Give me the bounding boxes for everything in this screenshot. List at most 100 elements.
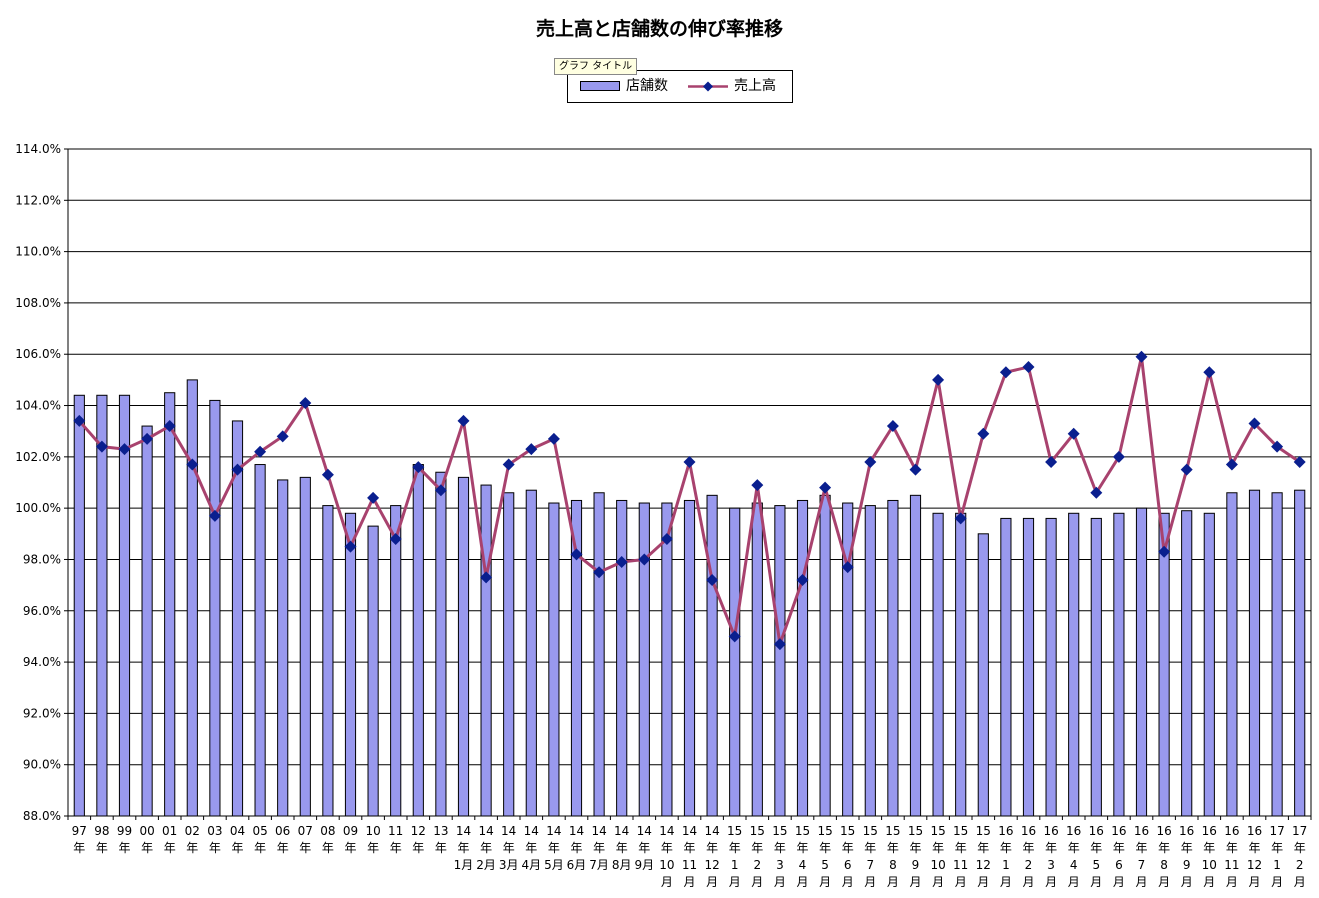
- marker-sales: [186, 458, 199, 471]
- marker-sales: [615, 556, 628, 569]
- marker-sales: [1158, 545, 1171, 558]
- bar-store-count: [796, 499, 809, 817]
- bar-store-count: [616, 499, 628, 817]
- bar-store-count: [96, 394, 108, 817]
- marker-sales: [864, 455, 877, 468]
- y-tick-label: 114.0%: [15, 142, 61, 156]
- marker-sales: [886, 420, 899, 433]
- marker-sales: [367, 491, 380, 504]
- x-tick-label: 16 年 10 月: [1202, 824, 1217, 889]
- x-tick-label: 14 年 1月: [454, 824, 474, 872]
- marker-sales: [141, 432, 154, 445]
- marker-sales: [118, 443, 131, 456]
- x-tick-label: 15 年 4 月: [795, 824, 810, 889]
- bar-store-count: [1045, 517, 1057, 817]
- y-tick-label: 92.0%: [23, 706, 61, 720]
- marker-sales: [977, 427, 990, 440]
- marker-sales: [1067, 427, 1080, 440]
- x-tick-label: 11 年: [388, 824, 403, 855]
- chart-title: 売上高と店舗数の伸び率推移: [535, 18, 783, 40]
- x-tick-label: 10 年: [365, 824, 380, 855]
- marker-sales: [660, 532, 673, 545]
- marker-sales: [389, 532, 402, 545]
- x-tick-label: 15 年 5 月: [817, 824, 832, 889]
- bar-store-count: [955, 512, 967, 817]
- marker-sales: [547, 432, 560, 445]
- bar-store-count: [1022, 517, 1035, 817]
- bar-store-count: [231, 420, 244, 817]
- marker-sales: [73, 414, 86, 427]
- x-tick-label: 15 年 2 月: [750, 824, 765, 889]
- marker-sales: [796, 573, 809, 586]
- bar-store-count: [1113, 512, 1125, 817]
- bar-store-count: [277, 479, 289, 817]
- bar-store-count: [751, 502, 763, 817]
- marker-sales: [570, 548, 583, 561]
- x-tick-label: 13 年: [433, 824, 448, 855]
- y-tick-label: 88.0%: [23, 809, 61, 823]
- x-tick-label: 15 年 10 月: [930, 824, 945, 889]
- bar-store-count: [909, 494, 922, 817]
- bar-store-count: [412, 464, 424, 817]
- y-tick-label: 96.0%: [23, 604, 61, 618]
- marker-sales: [1293, 455, 1306, 468]
- bar-store-count: [1158, 512, 1170, 817]
- x-tick-label: 98 年: [94, 824, 109, 855]
- marker-sales: [1271, 440, 1284, 453]
- marker-sales: [773, 638, 786, 651]
- bar-store-count: [1226, 492, 1238, 817]
- x-tick-label: 03 年: [207, 824, 222, 855]
- marker-sales: [344, 540, 357, 553]
- y-tick-label: 90.0%: [23, 758, 61, 772]
- bar-store-count: [1068, 512, 1080, 817]
- y-tick-label: 94.0%: [23, 655, 61, 669]
- marker-sales: [1248, 417, 1261, 430]
- x-tick-label: 09 年: [343, 824, 358, 855]
- marker-sales: [683, 455, 696, 468]
- bar-store-count: [1294, 489, 1306, 817]
- marker-sales: [412, 461, 425, 474]
- x-tick-label: 16 年 12 月: [1247, 824, 1262, 889]
- marker-sales: [276, 430, 289, 443]
- marker-sales: [1022, 361, 1035, 374]
- marker-sales: [728, 630, 741, 643]
- marker-sales: [457, 414, 470, 427]
- x-tick-label: 15 年 3 月: [772, 824, 787, 889]
- x-tick-label: 00 年: [139, 824, 154, 855]
- x-tick-label: 12 年: [411, 824, 426, 855]
- x-tick-label: 01 年: [162, 824, 177, 855]
- y-tick-label: 110.0%: [15, 245, 61, 259]
- x-tick-label: 17 年 1 月: [1269, 824, 1284, 889]
- bar-store-count: [593, 492, 605, 817]
- x-tick-label: 08 年: [320, 824, 335, 855]
- x-tick-label: 15 年 8 月: [885, 824, 900, 889]
- x-tick-label: 14 年 5月: [544, 824, 564, 872]
- marker-sales: [525, 443, 538, 456]
- marker-sales: [1225, 458, 1238, 471]
- x-tick-label: 14 年 6月: [567, 824, 587, 872]
- bar-store-count: [322, 505, 334, 817]
- marker-sales: [502, 458, 515, 471]
- x-tick-label: 14 年 3月: [499, 824, 519, 872]
- bar-store-count: [367, 525, 379, 817]
- x-tick-label: 15 年 1 月: [727, 824, 742, 889]
- marker-sales: [231, 463, 244, 476]
- bar-store-count: [1000, 517, 1012, 817]
- bar-store-count: [548, 502, 560, 817]
- x-tick-label: 16 年 1 月: [998, 824, 1013, 889]
- marker-sales: [932, 373, 945, 386]
- bar-store-count: [141, 425, 153, 817]
- x-tick-label: 17 年 2 月: [1292, 824, 1307, 889]
- bar-store-count: [1181, 510, 1193, 817]
- bar-store-count: [977, 533, 989, 817]
- marker-sales: [954, 512, 967, 525]
- x-tick-label: 15 年 11 月: [953, 824, 968, 889]
- y-tick-label: 100.0%: [15, 501, 61, 515]
- marker-sales: [638, 553, 651, 566]
- legend-label-sales: 売上高: [734, 78, 776, 94]
- bar-store-count: [1203, 512, 1215, 817]
- bar-store-count: [887, 499, 899, 817]
- marker-sales: [1090, 486, 1103, 499]
- x-tick-label: 97 年: [72, 824, 87, 855]
- bar-store-count: [390, 505, 402, 817]
